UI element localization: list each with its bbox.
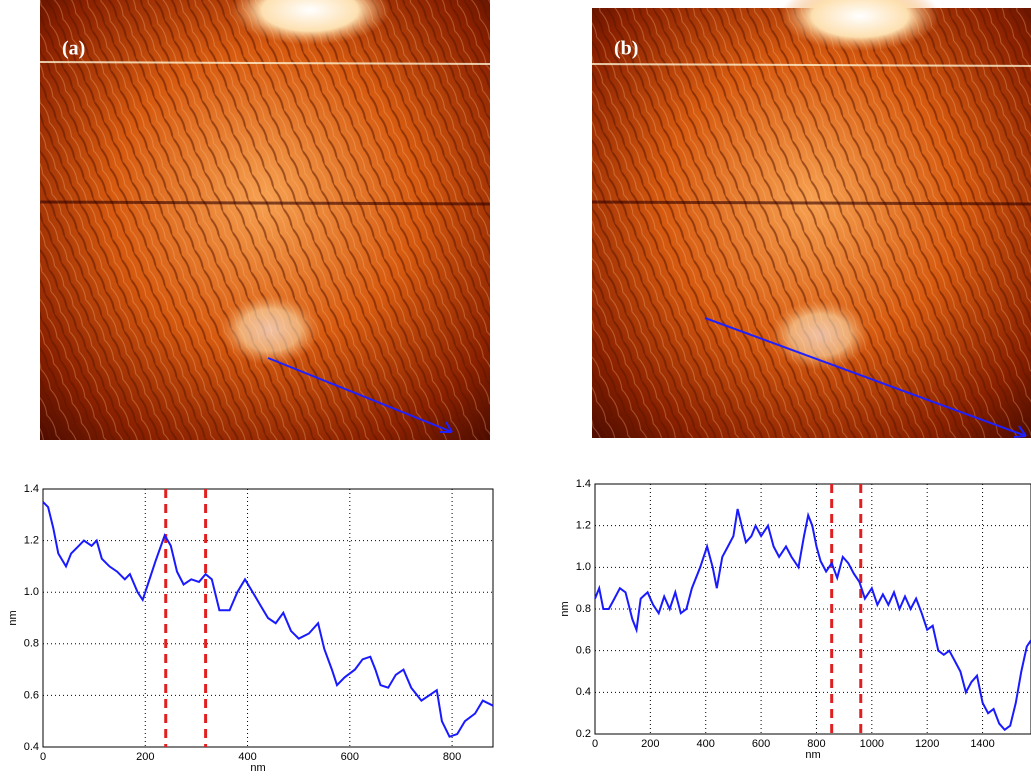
y-tick-label: 0.8 — [576, 603, 591, 615]
x-tick-label: 0 — [592, 738, 598, 750]
panel-label: (a) — [62, 38, 85, 60]
y-tick-label: 0.6 — [576, 645, 591, 657]
x-axis-label: nm — [805, 749, 820, 761]
x-tick-label: 600 — [752, 738, 770, 750]
y-tick-label: 1.4 — [24, 483, 39, 495]
y-tick-label: 0.2 — [576, 728, 591, 740]
x-tick-label: 200 — [641, 738, 659, 750]
x-tick-label: 800 — [807, 738, 825, 750]
x-tick-label: 400 — [697, 738, 715, 750]
afm-image-a: (a) — [39, 0, 491, 440]
y-axis-label: nm — [559, 601, 571, 616]
x-tick-label: 800 — [443, 751, 461, 763]
y-tick-label: 1.2 — [24, 535, 39, 547]
y-tick-label: 1.0 — [24, 586, 39, 598]
y-tick-label: 0.4 — [24, 741, 39, 753]
x-tick-label: 1200 — [915, 738, 939, 750]
x-tick-label: 0 — [40, 751, 46, 763]
profile-line — [594, 508, 1031, 732]
y-tick-label: 1.0 — [576, 561, 591, 573]
afm-image-b: (b) — [591, 0, 1031, 438]
x-axis-label: nm — [250, 762, 265, 774]
y-tick-label: 1.2 — [576, 520, 591, 532]
y-tick-label: 1.4 — [576, 478, 591, 490]
x-tick-label: 600 — [341, 751, 359, 763]
profile-line — [42, 501, 494, 738]
x-tick-label: 400 — [238, 751, 256, 763]
y-tick-label: 0.4 — [576, 686, 591, 698]
panel-label: (b) — [614, 38, 638, 60]
x-tick-label: 1400 — [970, 738, 994, 750]
y-tick-label: 0.6 — [24, 689, 39, 701]
y-axis-label: nm — [7, 610, 19, 625]
x-tick-label: 200 — [136, 751, 154, 763]
y-tick-label: 0.8 — [24, 638, 39, 650]
x-tick-label: 1000 — [860, 738, 884, 750]
